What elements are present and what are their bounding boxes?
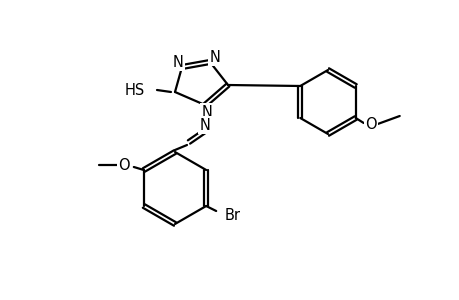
Text: HS: HS — [124, 82, 145, 98]
Text: N: N — [199, 118, 210, 133]
Text: Br: Br — [224, 208, 240, 224]
Text: O: O — [118, 158, 129, 172]
Text: N: N — [201, 104, 212, 119]
Text: N: N — [172, 55, 183, 70]
Text: O: O — [364, 116, 376, 131]
Text: N: N — [209, 50, 220, 64]
